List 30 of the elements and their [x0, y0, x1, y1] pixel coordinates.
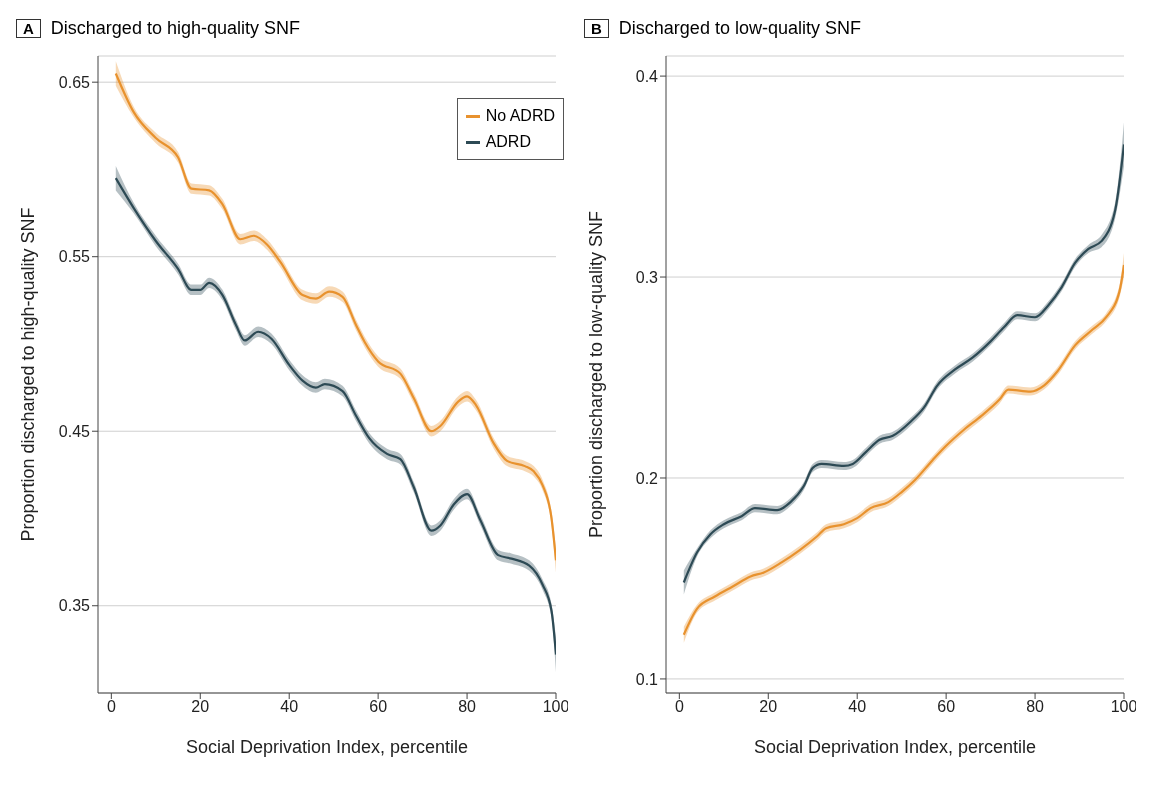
x-axis-title: Social Deprivation Index, percentile [185, 737, 469, 757]
y-axis-title: Proportion discharged to high-quality SNF [18, 207, 39, 542]
y-tick-label: 0.65 [58, 73, 91, 91]
y-tick-label: 0.55 [58, 248, 91, 266]
x-tick-label: 80 [458, 698, 477, 716]
x-tick-label: 40 [848, 698, 867, 716]
y-tick-label: 0.1 [635, 670, 659, 688]
x-tick-label: 0 [106, 698, 116, 716]
x-tick-label: 80 [1026, 698, 1045, 716]
text: A [16, 18, 41, 38]
chart-title: Discharged to high-quality SNF [50, 17, 300, 39]
x-tick-label: 100 [542, 698, 570, 716]
x-tick-label: 20 [191, 698, 210, 716]
x-tick-label: 100 [1110, 698, 1138, 716]
x-tick-label: 60 [937, 698, 956, 716]
y-tick-label: 0.3 [635, 268, 659, 286]
legend-label: ADRD [485, 132, 531, 152]
y-tick-label: 0.35 [58, 597, 91, 615]
y-tick-label: 0.2 [635, 469, 659, 487]
chart-title: Discharged to low-quality SNF [618, 17, 861, 39]
text: B [584, 18, 609, 38]
x-tick-label: 40 [280, 698, 299, 716]
y-tick-label: 0.4 [635, 67, 659, 85]
x-tick-label: 0 [674, 698, 684, 716]
x-tick-label: 60 [369, 698, 388, 716]
legend-label: No ADRD [485, 106, 555, 126]
x-tick-label: 20 [759, 698, 778, 716]
x-axis-title: Social Deprivation Index, percentile [753, 737, 1037, 757]
y-tick-label: 0.45 [58, 422, 91, 440]
y-axis-title: Proportion discharged to low-quality SNF [586, 210, 607, 539]
